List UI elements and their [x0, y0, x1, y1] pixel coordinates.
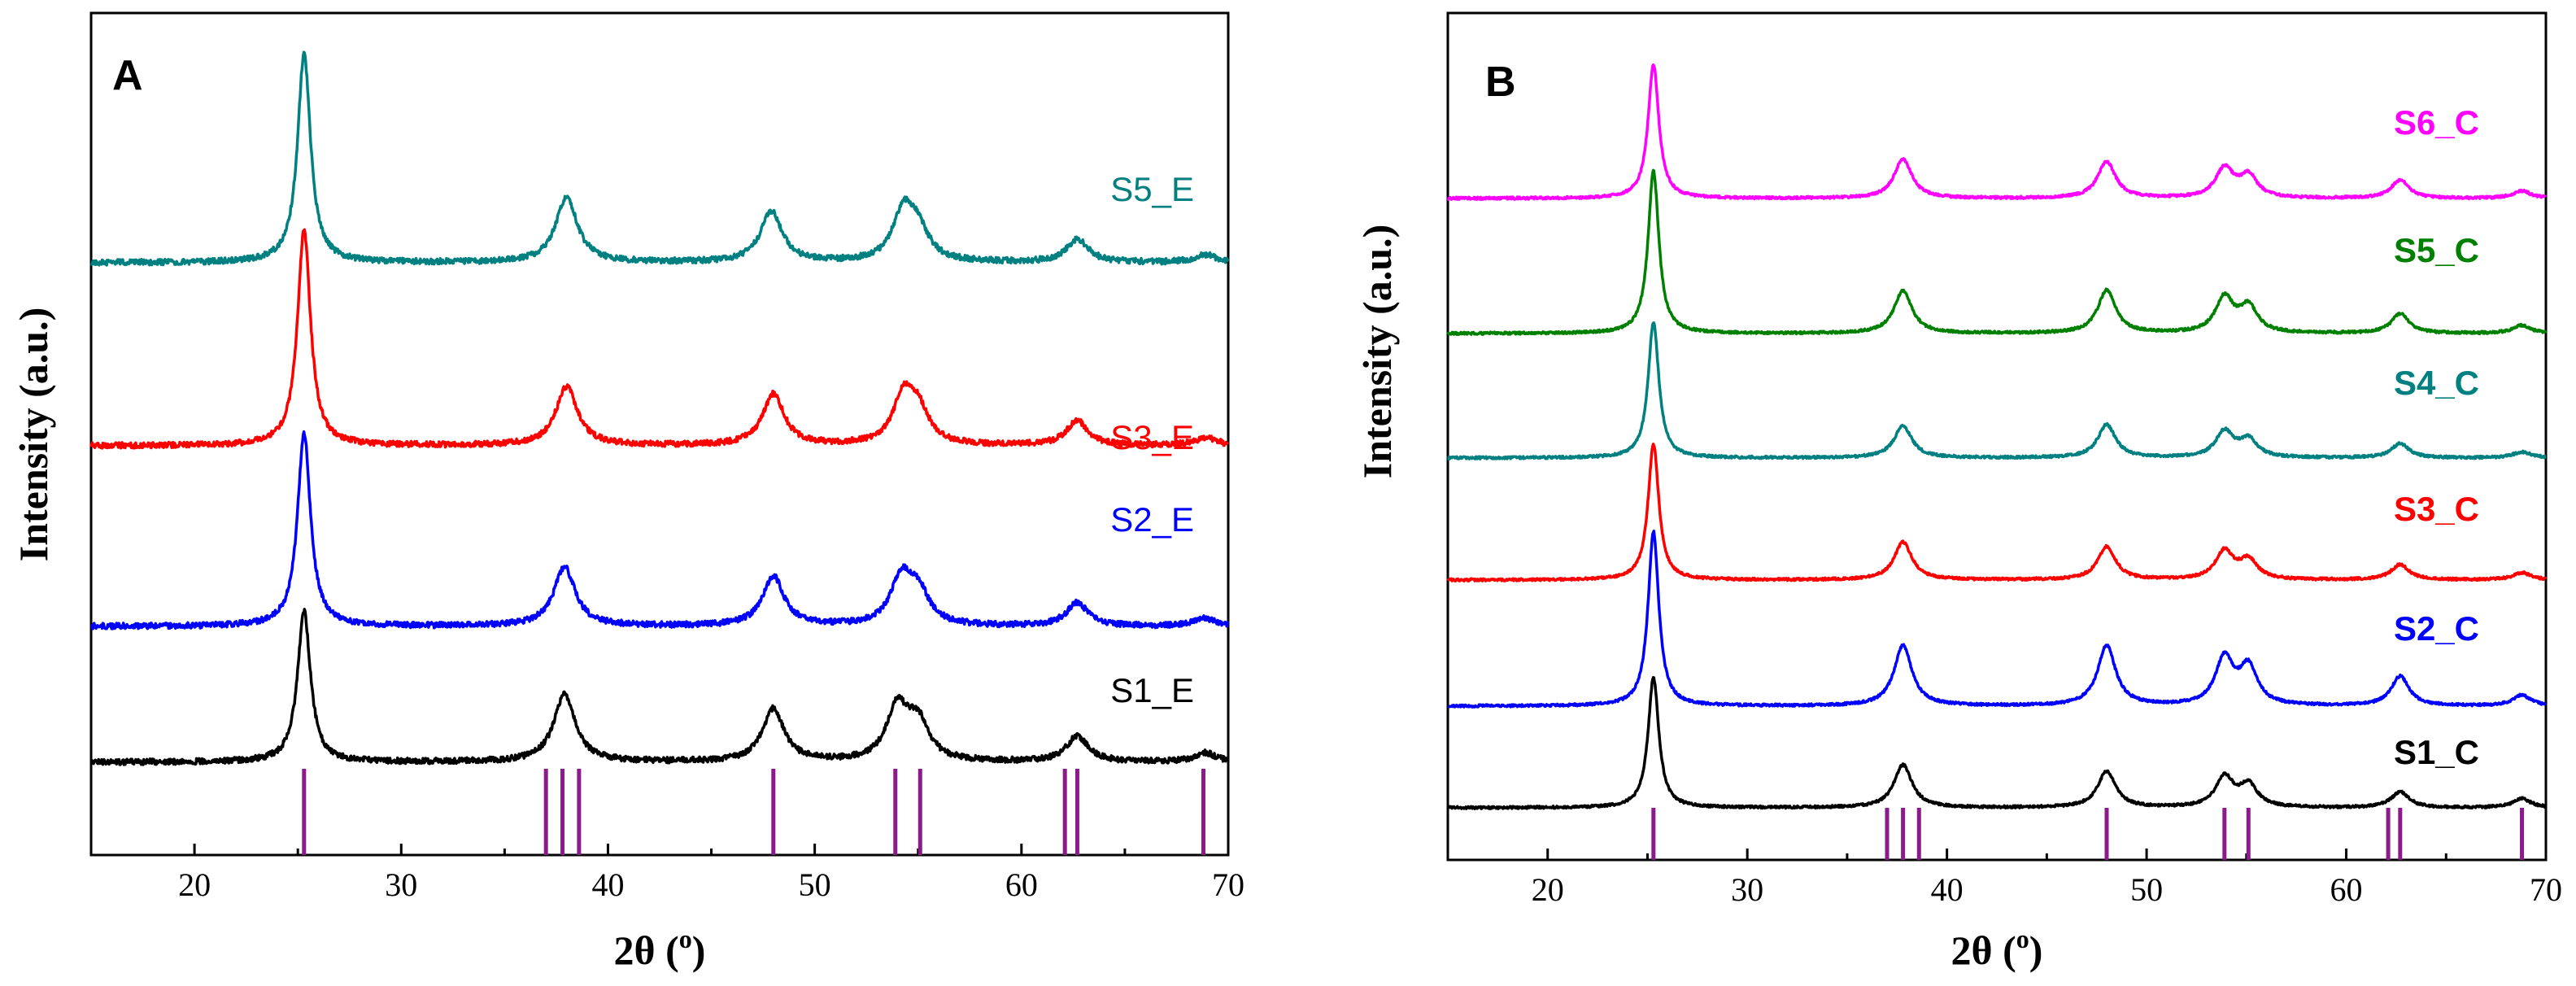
x-tick-label: 30	[385, 866, 417, 903]
series-label-s3_c: S3_C	[2394, 490, 2479, 528]
panel-b-chart: B 20 30 40 50 60 70 S1_CS2_CS3_CS4_CS5_CS6_C …	[1354, 11, 2562, 973]
x-tick-label: 40	[1931, 871, 1964, 908]
panel-a-traces	[89, 50, 1230, 766]
xrd-trace-s5_c	[1446, 168, 2548, 336]
x-tick-label: 70	[1212, 866, 1244, 903]
x-tick-label: 60	[2330, 871, 2363, 908]
x-tick-label: 50	[2130, 871, 2163, 908]
xrd-trace-s3_e	[89, 228, 1230, 450]
xrd-trace-s3_c	[1446, 443, 2548, 582]
panel-a-letter: A	[112, 52, 143, 99]
series-label-s6_c: S6_C	[2394, 103, 2479, 142]
panel-b-letter: B	[1485, 59, 1516, 106]
panel-b-series-labels: S1_C S2_C S3_C S4_C S5_C S6_C	[2394, 103, 2479, 771]
xrd-trace-s2_e	[90, 430, 1230, 630]
panel-a-reference-peaks	[302, 769, 1205, 855]
panel-b-plot-frame	[1446, 11, 2548, 862]
x-tick-label: 20	[178, 866, 211, 903]
x-tick-label: 60	[1005, 866, 1038, 903]
panel-a-x-axis-title: 2θ (o)	[614, 924, 706, 973]
xrd-trace-s4_c	[1446, 321, 2547, 460]
x-tick-label: 40	[591, 866, 624, 903]
xrd-trace-s1_e	[89, 608, 1229, 766]
panel-b-traces	[1446, 63, 2548, 810]
x-tick-label: 30	[1731, 871, 1763, 908]
series-label-s3_e: S3_E	[1110, 418, 1194, 456]
panel-a-x-ticks: 20 30 40 50 60 70	[89, 844, 1244, 903]
panel-a-chart: A 20 30 40 50 60 70 S1_E S2_E S3_E S5_E 2θ (o) I…	[11, 11, 1244, 973]
series-label-s4_c: S4_C	[2394, 364, 2479, 402]
panel-b-x-axis-title: 2θ (o)	[1951, 924, 2043, 973]
series-label-s1_c: S1_C	[2394, 733, 2479, 771]
series-label-s5_e: S5_E	[1110, 170, 1194, 208]
panel-a-series-labels: S1_E S2_E S3_E S5_E	[1110, 170, 1194, 709]
panel-a-y-axis-title: Intensity (a.u.)	[11, 308, 56, 562]
x-tick-label: 70	[2530, 871, 2562, 908]
xrd-trace-s6_c	[1446, 63, 2548, 201]
series-label-s1_e: S1_E	[1110, 671, 1194, 709]
series-label-s2_c: S2_C	[2394, 609, 2479, 648]
panel-b-reference-peaks	[1651, 808, 2525, 860]
panel-b-x-ticks: 20 30 40 50 60 70	[1446, 849, 2562, 908]
series-label-s5_c: S5_C	[2394, 231, 2479, 269]
panel-a-plot-frame	[89, 11, 1230, 857]
panel-b-y-axis-title: Intensity (a.u.)	[1354, 225, 1400, 479]
x-tick-label: 20	[1532, 871, 1564, 908]
xrd-trace-s5_e	[89, 50, 1230, 267]
x-tick-label: 50	[799, 866, 831, 903]
series-label-s2_e: S2_E	[1110, 500, 1194, 539]
xrd-trace-s2_c	[1446, 530, 2547, 709]
xrd-trace-s1_c	[1446, 675, 2548, 810]
